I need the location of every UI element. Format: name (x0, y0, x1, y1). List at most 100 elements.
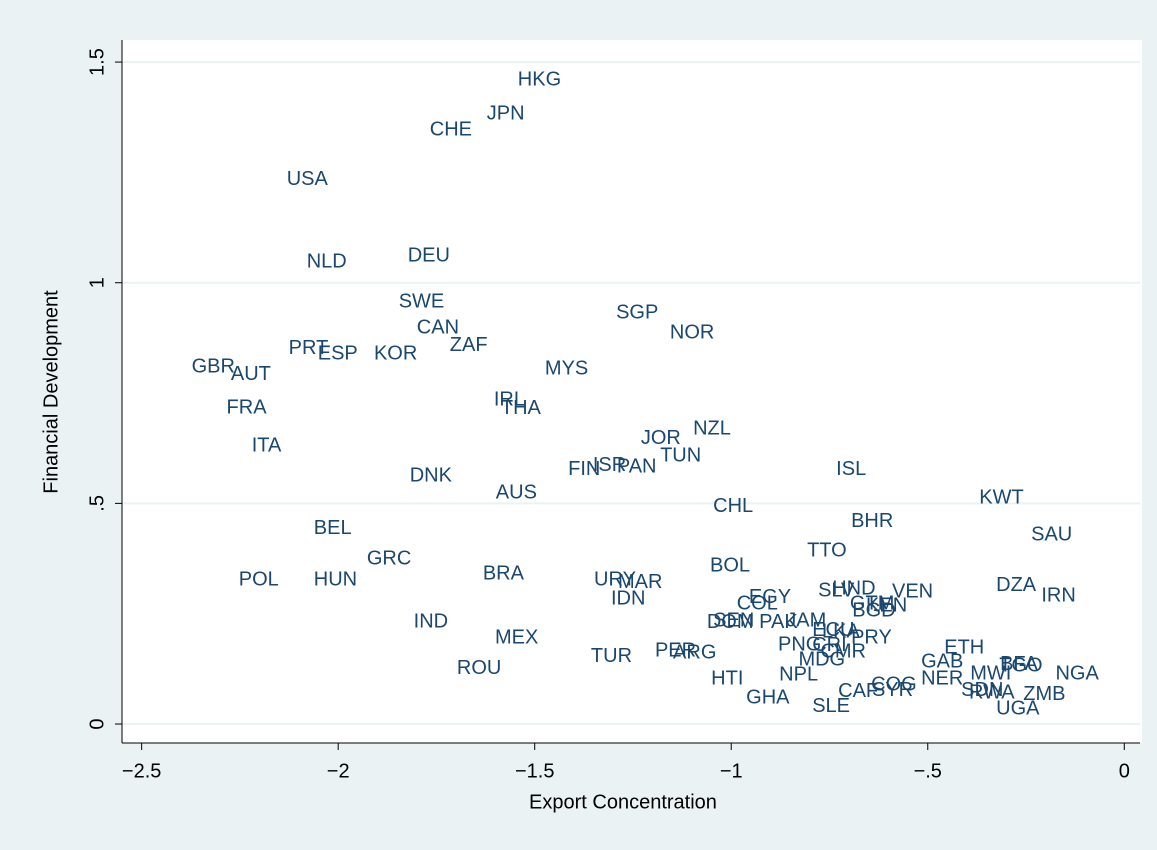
point-label: MAR (618, 571, 662, 593)
point-label: KWT (979, 486, 1023, 508)
point-label: NOR (670, 321, 714, 343)
point-label: BRA (483, 562, 525, 584)
point-label: GRC (367, 547, 411, 569)
point-label: MEX (495, 626, 538, 648)
point-label: GTM (850, 592, 894, 614)
point-label: SYR (872, 679, 913, 701)
point-label: PAN (617, 455, 657, 477)
point-label: DZA (996, 574, 1037, 596)
point-label: URY (594, 568, 636, 590)
point-label: AUT (231, 363, 271, 385)
y-tick-label: 0 (86, 718, 108, 729)
point-label: TUN (660, 444, 701, 466)
point-label: AUS (496, 482, 537, 504)
point-label: IRL (494, 388, 525, 410)
point-label: PNG (778, 633, 821, 655)
point-label: KOR (374, 342, 417, 364)
point-label: MDG (798, 648, 845, 670)
point-label: LKA (822, 621, 860, 643)
point-label: RWA (969, 681, 1015, 703)
point-label: FIN (568, 458, 600, 480)
point-label: NGA (1055, 662, 1099, 684)
point-label: ISL (836, 458, 866, 480)
point-label: ECU (812, 619, 854, 641)
point-label: COL (737, 592, 778, 614)
point-label: MYS (545, 357, 588, 379)
x-tick-label: −1.5 (515, 760, 554, 782)
x-tick-label: −.5 (914, 760, 942, 782)
point-label: HND (832, 577, 875, 599)
point-label: CAF (838, 680, 878, 702)
point-label: ETH (944, 636, 984, 658)
point-label: HKG (518, 68, 561, 90)
point-label: ZMB (1023, 683, 1065, 705)
point-label: SWE (399, 290, 445, 312)
point-label: BEL (314, 517, 352, 539)
point-label: HTI (711, 667, 743, 689)
point-label: SGP (616, 301, 658, 323)
point-label: PER (655, 639, 696, 661)
point-label: BFA (1000, 653, 1038, 675)
point-label: ARG (673, 641, 716, 663)
point-label: IDN (611, 587, 645, 609)
y-axis-title: Financial Development (40, 290, 62, 494)
point-label: THA (501, 397, 542, 419)
point-label: SAU (1031, 523, 1072, 545)
point-label: BOL (710, 554, 750, 576)
point-label: POL (239, 568, 279, 590)
point-label: UGA (996, 697, 1040, 719)
plot-area (122, 40, 1142, 743)
point-label: JAM (786, 609, 826, 631)
point-label: CAN (417, 316, 459, 338)
x-tick-label: −1 (720, 760, 743, 782)
point-label: ROU (457, 657, 501, 679)
point-label: DOM (707, 611, 754, 633)
point-label: EGY (749, 586, 791, 608)
point-label: PRT (289, 337, 329, 359)
point-label: TUR (591, 645, 632, 667)
point-label: BHR (851, 510, 893, 532)
point-label: NER (921, 667, 963, 689)
point-label: BGD (852, 599, 895, 621)
y-tick-label: 1 (86, 277, 108, 288)
x-tick-label: −2 (327, 760, 350, 782)
point-label: ITA (252, 434, 282, 456)
y-tick-label: 1.5 (86, 48, 108, 76)
x-tick-label: 0 (1119, 760, 1130, 782)
point-label: FRA (227, 396, 268, 418)
point-label: CMR (820, 640, 866, 662)
point-label: GHA (746, 686, 790, 708)
point-label: IRN (1041, 584, 1075, 606)
point-label: SDN (961, 679, 1003, 701)
point-label: GAB (921, 651, 963, 673)
x-tick-label: −2.5 (122, 760, 161, 782)
point-label: CRI (812, 634, 846, 656)
point-label: JOR (641, 427, 681, 449)
point-label: TTO (807, 539, 847, 561)
point-label: TGO (999, 654, 1042, 676)
point-label: KEN (866, 594, 907, 616)
point-label: NZL (693, 418, 731, 440)
point-label: COG (871, 673, 917, 695)
point-label: USA (287, 168, 329, 190)
point-label: JPN (487, 102, 525, 124)
point-label: VEN (892, 580, 933, 602)
point-label: IND (414, 610, 448, 632)
point-label: SEN (713, 609, 754, 631)
point-label: PRY (851, 626, 892, 648)
point-label: SLV (818, 579, 855, 601)
point-label: NLD (307, 250, 347, 272)
point-label: CHL (713, 495, 753, 517)
point-label: ZAF (450, 334, 488, 356)
point-label: GBR (192, 355, 235, 377)
point-label: MWI (970, 662, 1011, 684)
point-label: DEU (408, 245, 450, 267)
y-tick-label: .5 (86, 495, 108, 512)
point-label: DNK (410, 464, 453, 486)
x-axis-title: Export Concentration (529, 791, 717, 813)
point-label: PAK (759, 611, 798, 633)
point-label: CHE (430, 118, 472, 140)
point-label: HUN (314, 568, 357, 590)
